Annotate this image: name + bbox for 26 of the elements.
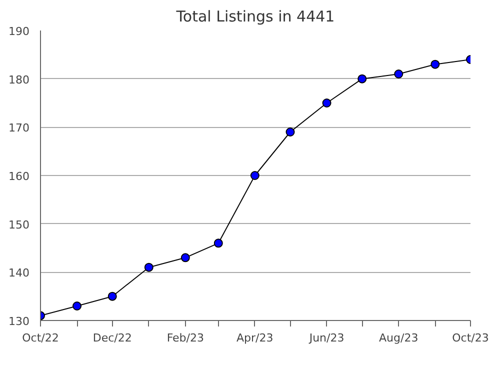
y-tick-label: 140 xyxy=(8,266,30,280)
point xyxy=(286,128,295,136)
point xyxy=(430,60,440,69)
point xyxy=(144,262,154,272)
point xyxy=(214,238,223,248)
x-tick-label: Dec/22 xyxy=(92,332,132,344)
y-tick-label: 190 xyxy=(8,25,30,38)
x-tick-label: Jun/23 xyxy=(308,332,344,344)
y-tick-label: 130 xyxy=(8,315,30,328)
point xyxy=(322,98,332,108)
x-tick-label: Oct/23 xyxy=(452,332,489,344)
point xyxy=(180,253,190,262)
x-tick-label: Oct/22 xyxy=(22,332,59,344)
point xyxy=(394,70,404,78)
x-tick-label: Feb/23 xyxy=(166,332,204,344)
chart-title: Total Listings in 4441 xyxy=(175,8,335,26)
y-tick-label: 170 xyxy=(8,122,30,135)
point xyxy=(108,292,117,301)
point xyxy=(250,171,260,180)
x-tick-label: Aug/23 xyxy=(379,332,418,344)
point xyxy=(358,74,367,84)
y-tick-label: 160 xyxy=(8,170,30,183)
y-tick-label: 150 xyxy=(8,218,30,232)
x-tick-label: Apr/23 xyxy=(236,332,274,344)
y-tick-label: 180 xyxy=(8,73,30,86)
point xyxy=(72,302,82,310)
